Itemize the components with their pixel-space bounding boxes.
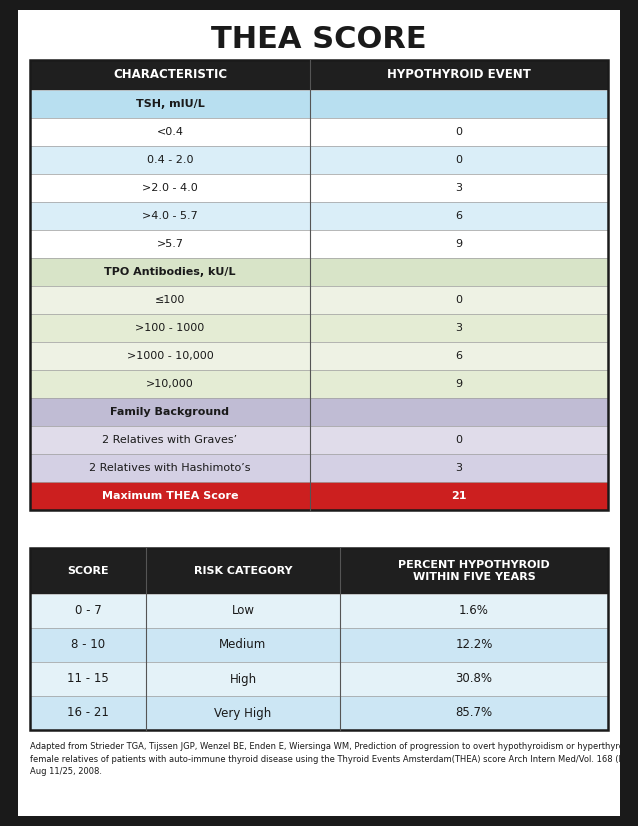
FancyBboxPatch shape [310,314,608,342]
Text: 0: 0 [456,127,463,137]
FancyBboxPatch shape [310,454,608,482]
FancyBboxPatch shape [146,696,340,730]
Text: Adapted from Strieder TGA, Tijssen JGP, Wenzel BE, Enden E, Wiersinga WM, Predic: Adapted from Strieder TGA, Tijssen JGP, … [30,742,638,776]
FancyBboxPatch shape [30,426,310,454]
Text: 0.4 - 2.0: 0.4 - 2.0 [147,155,193,165]
FancyBboxPatch shape [18,10,620,816]
Text: SCORE: SCORE [67,566,109,576]
FancyBboxPatch shape [30,482,310,510]
FancyBboxPatch shape [146,594,340,628]
Text: >10,000: >10,000 [146,379,194,389]
FancyBboxPatch shape [310,174,608,202]
Text: >5.7: >5.7 [156,239,184,249]
FancyBboxPatch shape [30,286,310,314]
FancyBboxPatch shape [30,696,146,730]
FancyBboxPatch shape [30,454,310,482]
Text: Medium: Medium [219,638,267,652]
FancyBboxPatch shape [30,90,310,118]
Text: 30.8%: 30.8% [456,672,493,686]
Text: CHARACTERISTIC: CHARACTERISTIC [113,69,227,82]
Text: TPO Antibodies, kU/L: TPO Antibodies, kU/L [104,267,236,277]
FancyBboxPatch shape [30,60,608,90]
Text: 8 - 10: 8 - 10 [71,638,105,652]
FancyBboxPatch shape [30,662,146,696]
FancyBboxPatch shape [310,202,608,230]
FancyBboxPatch shape [146,662,340,696]
FancyBboxPatch shape [146,628,340,662]
FancyBboxPatch shape [310,118,608,146]
Text: 2 Relatives with Graves’: 2 Relatives with Graves’ [103,435,237,445]
Text: 12.2%: 12.2% [456,638,493,652]
FancyBboxPatch shape [30,548,608,594]
Text: THEA SCORE: THEA SCORE [211,26,427,55]
Text: >2.0 - 4.0: >2.0 - 4.0 [142,183,198,193]
Text: 0: 0 [456,155,463,165]
Text: >1000 - 10,000: >1000 - 10,000 [126,351,213,361]
FancyBboxPatch shape [30,174,310,202]
FancyBboxPatch shape [340,628,608,662]
FancyBboxPatch shape [310,146,608,174]
Text: Very High: Very High [214,706,272,719]
FancyBboxPatch shape [30,258,310,286]
Text: 16 - 21: 16 - 21 [67,706,109,719]
Text: 21: 21 [451,491,467,501]
Text: Low: Low [232,605,255,618]
FancyBboxPatch shape [30,628,146,662]
Text: 0: 0 [456,295,463,305]
Text: 0: 0 [456,435,463,445]
FancyBboxPatch shape [30,314,310,342]
FancyBboxPatch shape [310,90,608,118]
Text: 0 - 7: 0 - 7 [75,605,101,618]
FancyBboxPatch shape [340,594,608,628]
Text: 3: 3 [456,183,463,193]
Text: HYPOTHYROID EVENT: HYPOTHYROID EVENT [387,69,531,82]
Text: ≤100: ≤100 [155,295,185,305]
FancyBboxPatch shape [30,342,310,370]
Text: 3: 3 [456,463,463,473]
Text: 6: 6 [456,211,463,221]
FancyBboxPatch shape [310,426,608,454]
Text: High: High [230,672,256,686]
Text: RISK CATEGORY: RISK CATEGORY [194,566,292,576]
FancyBboxPatch shape [30,146,310,174]
FancyBboxPatch shape [310,398,608,426]
Text: 9: 9 [456,379,463,389]
FancyBboxPatch shape [30,230,310,258]
FancyBboxPatch shape [30,118,310,146]
FancyBboxPatch shape [30,202,310,230]
FancyBboxPatch shape [310,482,608,510]
FancyBboxPatch shape [340,696,608,730]
FancyBboxPatch shape [310,286,608,314]
Text: 2 Relatives with Hashimoto’s: 2 Relatives with Hashimoto’s [89,463,251,473]
FancyBboxPatch shape [310,230,608,258]
Text: 9: 9 [456,239,463,249]
FancyBboxPatch shape [340,662,608,696]
Text: Family Background: Family Background [110,407,230,417]
Text: >4.0 - 5.7: >4.0 - 5.7 [142,211,198,221]
Text: 3: 3 [456,323,463,333]
FancyBboxPatch shape [310,258,608,286]
Text: Maximum THEA Score: Maximum THEA Score [101,491,238,501]
FancyBboxPatch shape [30,594,146,628]
Text: 11 - 15: 11 - 15 [67,672,109,686]
Text: 1.6%: 1.6% [459,605,489,618]
FancyBboxPatch shape [310,370,608,398]
Text: 6: 6 [456,351,463,361]
FancyBboxPatch shape [30,398,310,426]
Text: TSH, mIU/L: TSH, mIU/L [136,99,204,109]
Text: >100 - 1000: >100 - 1000 [135,323,205,333]
Text: <0.4: <0.4 [156,127,184,137]
FancyBboxPatch shape [30,370,310,398]
FancyBboxPatch shape [310,342,608,370]
Text: 85.7%: 85.7% [456,706,493,719]
Text: PERCENT HYPOTHYROID
WITHIN FIVE YEARS: PERCENT HYPOTHYROID WITHIN FIVE YEARS [398,560,550,582]
